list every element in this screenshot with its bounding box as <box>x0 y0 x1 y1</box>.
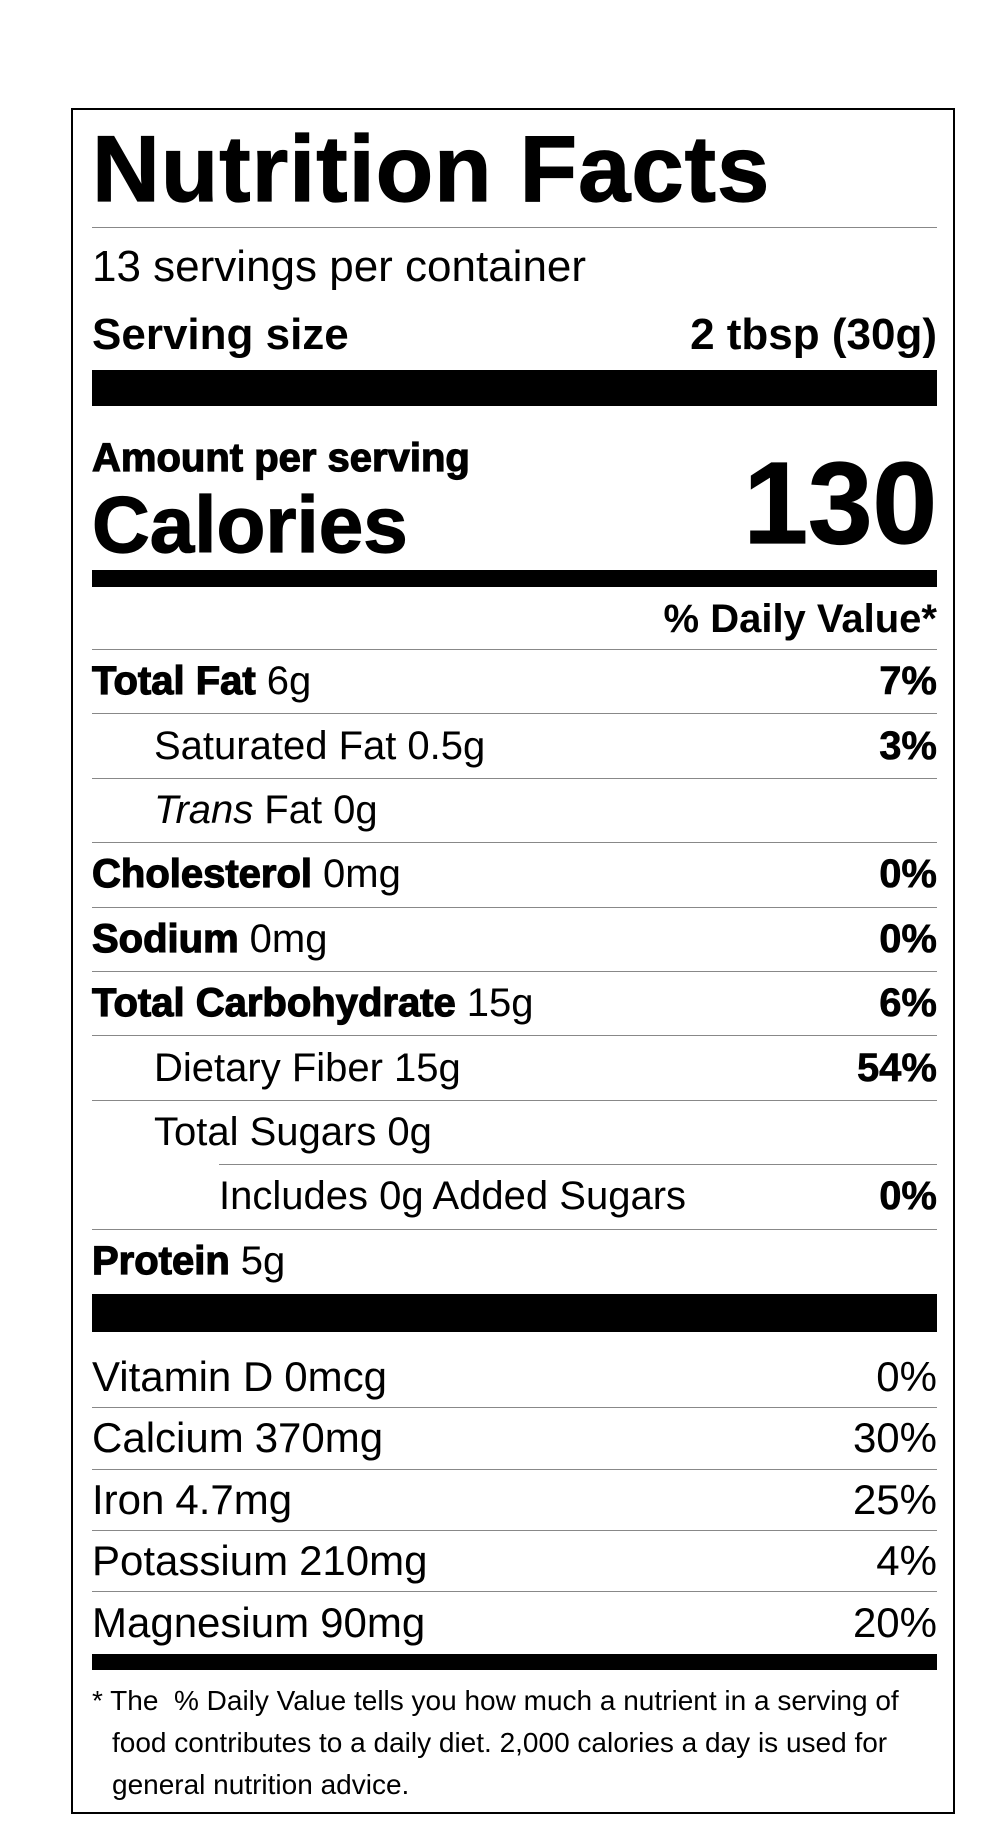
vitamin-dv: 30% <box>852 1414 937 1462</box>
nutrient-dv: 0% <box>879 1174 937 1219</box>
servings: 13 servings per container <box>92 242 587 291</box>
nutrient-name: Protein <box>91 1239 230 1284</box>
vitamin-dv: 25% <box>852 1475 937 1523</box>
nutrient-name: Total Carbohydrate <box>91 981 456 1026</box>
nutrient-row: Saturated Fat 0.5g 3% <box>92 714 937 779</box>
nutrient-amount: 15g <box>466 981 534 1026</box>
nutrient-row: Protein 5g <box>91 1230 937 1294</box>
nutrient-dv: 6% <box>879 981 937 1026</box>
vitamin-row: Calcium 370mg 30% <box>92 1408 937 1470</box>
vitamin-amount: 0mcg <box>284 1353 387 1401</box>
thick-bar <box>92 1293 937 1332</box>
calories-row: Amount per serving Calories 130 <box>91 406 938 570</box>
nutrient-row: Trans Fat 0g <box>92 779 937 844</box>
vitamin-list: Vitamin D 0mcg 0% Calcium 370mg 30% Iron 4.7mg 2… <box>92 1347 937 1654</box>
vitamin-text: Calcium 370mg <box>92 1414 383 1462</box>
nutrient-name: Fat <box>264 787 323 832</box>
nutrient-amount: 0.5g <box>407 723 486 768</box>
calories-label: Calories <box>91 479 408 569</box>
title: Nutrition Facts <box>91 110 937 228</box>
nutrient-amount: 0g <box>333 787 378 832</box>
vitamin-name: Potassium <box>92 1537 289 1585</box>
vitamin-row: Magnesium 90mg 20% <box>92 1592 937 1653</box>
nutrient-row: Cholesterol 0mg 0% <box>91 843 937 908</box>
nutrient-name: Saturated Fat <box>154 723 397 768</box>
nutrient-row: Total Sugars 0g <box>92 1101 937 1166</box>
serving-size-label: Serving size <box>92 310 349 359</box>
daily-value-header: % Daily Value* <box>92 587 937 650</box>
nutrient-name: Dietary Fiber <box>154 1045 383 1090</box>
calories-left: Amount per serving Calories <box>91 420 470 570</box>
vitamin-dv: 0% <box>876 1353 937 1401</box>
nutrient-dv: 0% <box>879 916 937 961</box>
vitamin-text: Vitamin D 0mcg <box>92 1353 387 1401</box>
nutrient-name-prefix: Trans <box>154 787 254 832</box>
nutrient-name: Includes 0g Added Sugars <box>219 1174 687 1219</box>
vitamin-row: Iron 4.7mg 25% <box>92 1470 937 1532</box>
vitamin-dv: 4% <box>876 1537 937 1585</box>
footnote: * The % Daily Value tells you how much a… <box>92 1684 907 1800</box>
nutrient-amount: 6g <box>266 659 312 704</box>
vitamin-amount: 370mg <box>254 1414 384 1462</box>
medium-bar <box>92 570 937 587</box>
vitamin-amount: 210mg <box>299 1537 428 1585</box>
vitamin-text: Iron 4.7mg <box>92 1476 292 1524</box>
nutrient-name: Cholesterol <box>91 852 313 897</box>
nutrition-label: Nutrition Facts 13 servings per containe… <box>71 108 955 1814</box>
vitamin-text: Potassium 210mg <box>92 1537 428 1585</box>
nutrient-row: Includes 0g Added Sugars 0% <box>92 1165 937 1230</box>
nutrient-amount: 0mg <box>323 852 401 897</box>
nutrient-row: Total Fat 6g 7% <box>91 650 937 715</box>
nutrient-amount: 15g <box>393 1045 461 1090</box>
nutrient-row: Total Carbohydrate 15g 6% <box>91 972 937 1037</box>
nutrient-dv: 54% <box>856 1045 938 1090</box>
nutrient-amount: 0mg <box>249 916 328 961</box>
amount-per-serving: Amount per serving <box>91 435 470 480</box>
nutrient-name: Total Fat <box>91 659 256 704</box>
vitamin-name: Iron <box>92 1475 165 1523</box>
nutrient-row: Sodium 0mg 0% <box>91 908 937 972</box>
vitamin-row: Potassium 210mg 4% <box>92 1531 937 1593</box>
nutrient-name: Sodium <box>91 916 239 961</box>
vitamin-name: Vitamin D <box>92 1353 274 1401</box>
vitamin-amount: 90mg <box>320 1599 426 1647</box>
nutrient-name: Total Sugars <box>154 1110 377 1155</box>
vitamin-name: Magnesium <box>92 1599 310 1647</box>
serving-size-row: Serving size 2 tbsp (30g) <box>92 300 937 370</box>
serving-size-value: 2 tbsp (30g) <box>690 310 937 359</box>
vitamin-row: Vitamin D 0mcg 0% <box>92 1347 937 1409</box>
nutrient-dv: 7% <box>879 659 937 704</box>
nutrient-amount: 0g <box>387 1110 432 1155</box>
vitamin-amount: 4.7mg <box>175 1475 293 1523</box>
nutrient-dv: 0% <box>879 852 937 897</box>
vitamin-dv: 20% <box>852 1599 937 1647</box>
medium-bar <box>92 1653 937 1670</box>
nutrient-amount: 5g <box>240 1239 286 1284</box>
nutrient-row: Dietary Fiber 15g 54% <box>92 1036 938 1101</box>
nutrient-dv: 3% <box>879 723 937 768</box>
vitamin-name: Calcium <box>92 1414 244 1462</box>
thick-bar <box>92 370 937 406</box>
calories-value: 130 <box>743 437 938 568</box>
vitamin-text: Magnesium 90mg <box>92 1599 425 1647</box>
